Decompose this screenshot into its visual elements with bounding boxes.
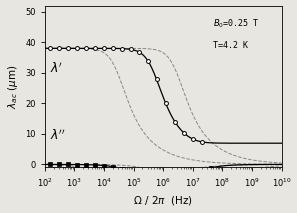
- Text: $B_0$=0.25 T: $B_0$=0.25 T: [214, 18, 260, 30]
- Text: T=4.2 K: T=4.2 K: [214, 41, 249, 50]
- Text: $\lambda'$: $\lambda'$: [50, 61, 63, 76]
- X-axis label: $\Omega$ / 2$\pi$  (Hz): $\Omega$ / 2$\pi$ (Hz): [133, 194, 193, 207]
- Y-axis label: $\lambda_{ac}$ ($\mu$m): $\lambda_{ac}$ ($\mu$m): [6, 64, 20, 109]
- Text: $\lambda^{\prime\prime}$: $\lambda^{\prime\prime}$: [50, 128, 66, 143]
